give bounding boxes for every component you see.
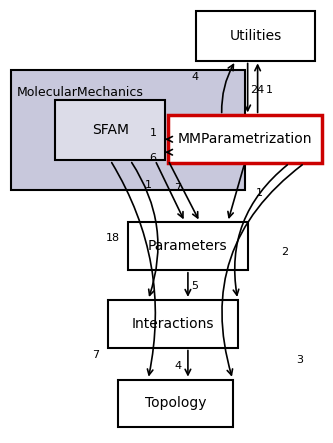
Text: 4: 4: [174, 361, 181, 370]
Text: 3: 3: [296, 354, 303, 365]
Text: 7: 7: [92, 350, 99, 360]
FancyBboxPatch shape: [108, 300, 238, 348]
Text: 1: 1: [256, 188, 263, 198]
FancyBboxPatch shape: [196, 11, 315, 61]
Text: 24: 24: [250, 85, 265, 95]
Text: 1: 1: [150, 128, 157, 138]
Text: SFAM: SFAM: [92, 123, 129, 137]
FancyBboxPatch shape: [118, 380, 233, 427]
Text: 5: 5: [191, 281, 198, 291]
Text: 6: 6: [150, 153, 157, 163]
FancyBboxPatch shape: [11, 70, 245, 190]
Text: Parameters: Parameters: [148, 239, 228, 253]
Text: Topology: Topology: [145, 396, 206, 410]
Text: MolecularMechanics: MolecularMechanics: [17, 86, 144, 99]
Text: 18: 18: [106, 233, 120, 243]
FancyBboxPatch shape: [128, 222, 248, 270]
Text: Interactions: Interactions: [132, 317, 214, 330]
Text: 4: 4: [191, 73, 198, 82]
FancyBboxPatch shape: [56, 101, 165, 160]
FancyBboxPatch shape: [168, 115, 322, 163]
Text: 2: 2: [281, 247, 288, 257]
Text: MMParametrization: MMParametrization: [178, 132, 312, 146]
Text: 1: 1: [145, 180, 152, 190]
Text: Utilities: Utilities: [229, 29, 282, 43]
Text: 7: 7: [174, 183, 181, 193]
Text: 1: 1: [266, 85, 273, 95]
